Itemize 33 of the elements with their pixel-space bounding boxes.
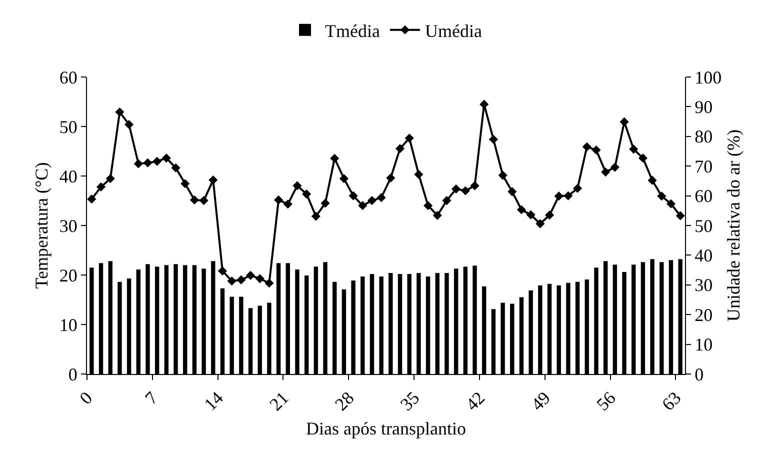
y2-tick-label: 60 xyxy=(694,186,713,206)
y2-tick-label: 100 xyxy=(694,67,722,88)
y2-tick-label: 0 xyxy=(694,364,704,384)
legend-label: Umédia xyxy=(424,20,482,41)
x-tick-label: 21 xyxy=(266,388,292,415)
y2-tick-label: 20 xyxy=(694,304,713,325)
x-tick-label: 28 xyxy=(330,388,358,415)
y-tick-label: 40 xyxy=(59,166,78,186)
legend-label: Tmédia xyxy=(325,20,380,41)
y-tick-label: 10 xyxy=(59,314,78,335)
y-tick-label: 20 xyxy=(59,265,78,286)
y2-tick-label: 40 xyxy=(694,246,713,266)
x-tick-label: 56 xyxy=(592,388,620,415)
y-tick-label: 30 xyxy=(59,216,78,236)
y-axis-title: Temperatura (°C) xyxy=(32,162,52,289)
y2-tick-label: 70 xyxy=(694,156,713,176)
y2-tick-label: 50 xyxy=(694,216,713,236)
x-tick-label: 0 xyxy=(76,388,96,408)
x-tick-label: 7 xyxy=(141,388,162,408)
x-tick-label: 35 xyxy=(396,388,424,415)
x-tick-label: 42 xyxy=(462,388,489,415)
y2-tick-label: 80 xyxy=(694,126,713,147)
y2-tick-label: 10 xyxy=(694,334,713,355)
y-tick-label: 0 xyxy=(68,364,78,384)
y-tick-label: 50 xyxy=(59,116,78,137)
x-axis-title: Dias após transplantio xyxy=(306,418,466,439)
y2-tick-label: 90 xyxy=(694,97,713,117)
y-tick-label: 60 xyxy=(59,67,78,88)
y2-axis-title: Unidade relativa do ar (%) xyxy=(724,130,744,322)
x-tick-label: 14 xyxy=(200,388,227,415)
y2-tick-label: 30 xyxy=(694,275,713,296)
x-tick-label: 63 xyxy=(658,388,685,415)
x-tick-label: 49 xyxy=(527,388,554,415)
